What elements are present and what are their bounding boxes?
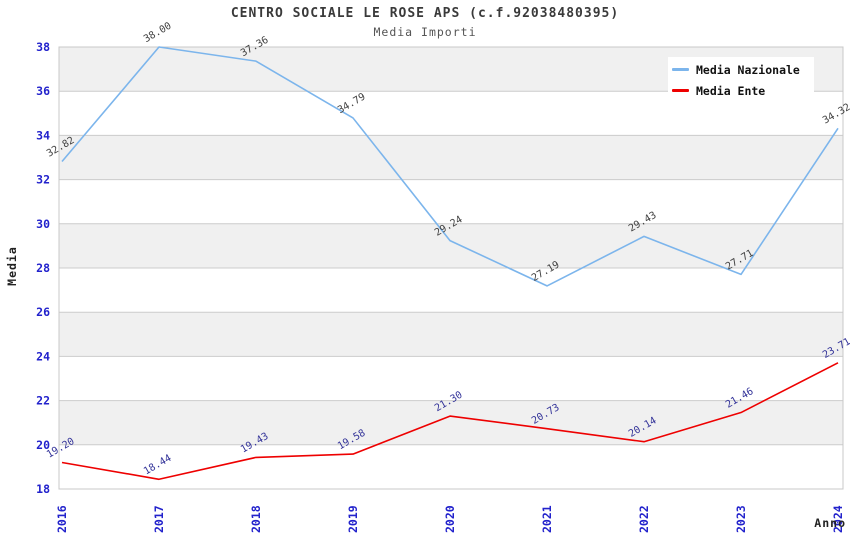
plot-band bbox=[59, 223, 843, 268]
series-line-media-nazionale bbox=[61, 46, 839, 287]
x-tick-label: 2020 bbox=[443, 505, 457, 533]
legend-swatch-media-ente bbox=[672, 89, 689, 92]
y-tick-label: 24 bbox=[36, 349, 50, 363]
y-tick-label: 34 bbox=[36, 128, 50, 142]
y-tick-label: 22 bbox=[36, 394, 50, 408]
data-label: 34.79 bbox=[336, 91, 368, 116]
y-tick-label: 32 bbox=[36, 173, 50, 187]
x-tick-label: 2016 bbox=[55, 505, 69, 533]
legend-item-media-nazionale: Media Nazionale bbox=[672, 63, 814, 77]
chart-title: CENTRO SOCIALE LE ROSE APS (c.f.92038480… bbox=[230, 6, 620, 21]
x-tick-label: 2021 bbox=[540, 505, 554, 533]
y-tick-label: 20 bbox=[36, 438, 50, 452]
x-axis-title: Anno bbox=[814, 516, 846, 530]
legend-label-media-nazionale: Media Nazionale bbox=[696, 62, 800, 77]
legend-swatch-media-nazionale bbox=[672, 68, 689, 71]
x-tick-label: 2022 bbox=[637, 505, 651, 533]
x-tick-label: 2017 bbox=[152, 505, 166, 533]
y-tick-label: 30 bbox=[36, 217, 50, 231]
legend-item-media-ente: Media Ente bbox=[672, 84, 814, 98]
plot-band bbox=[59, 135, 843, 180]
plot-band bbox=[59, 312, 843, 357]
chart-subtitle: Media Importi bbox=[373, 25, 477, 39]
y-tick-label: 28 bbox=[36, 261, 50, 275]
legend: Media Nazionale Media Ente bbox=[668, 57, 814, 103]
x-tick-label: 2018 bbox=[249, 505, 263, 533]
x-tick-label: 2024 bbox=[831, 505, 845, 533]
plot-frame bbox=[58, 46, 844, 490]
series-line-media-ente bbox=[61, 362, 839, 481]
x-tick-label: 2023 bbox=[734, 505, 748, 533]
y-axis-title: Media bbox=[5, 246, 19, 286]
y-tick-label: 18 bbox=[36, 482, 50, 496]
data-label: 38.00 bbox=[142, 21, 174, 46]
y-tick-label: 26 bbox=[36, 305, 50, 319]
x-tick-label: 2019 bbox=[346, 505, 360, 533]
plot-band bbox=[59, 400, 843, 445]
y-tick-label: 38 bbox=[36, 40, 50, 54]
data-label: 18.44 bbox=[142, 453, 174, 478]
legend-label-media-ente: Media Ente bbox=[696, 83, 766, 98]
y-tick-label: 36 bbox=[36, 84, 50, 98]
data-label: 34.32 bbox=[821, 102, 850, 127]
